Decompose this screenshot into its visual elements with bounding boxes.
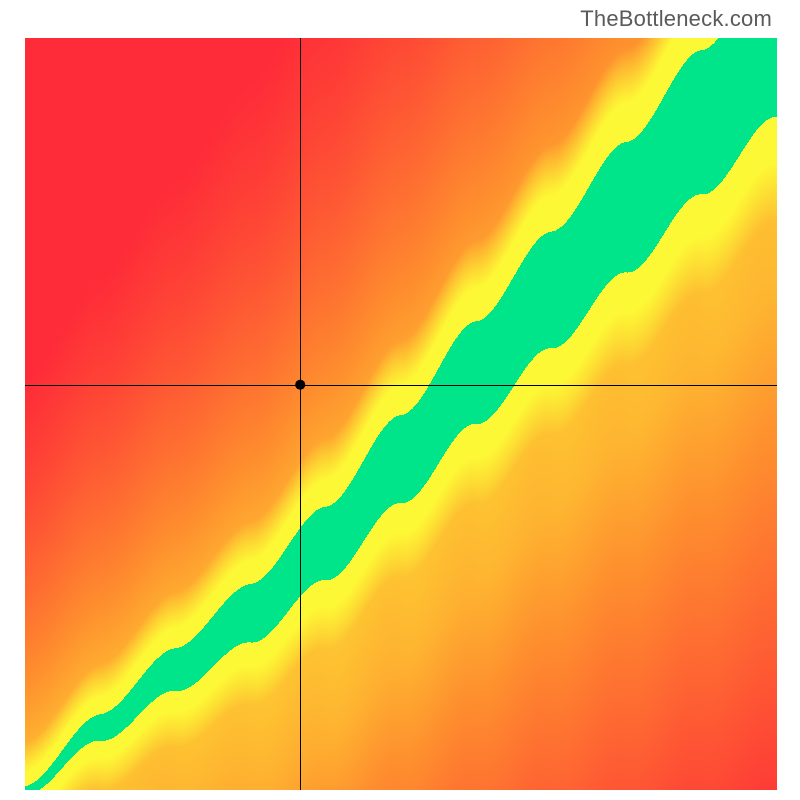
watermark-text: TheBottleneck.com (580, 6, 772, 32)
heatmap-plot (25, 38, 777, 790)
chart-container: TheBottleneck.com (0, 0, 800, 800)
heatmap-canvas (25, 38, 777, 790)
